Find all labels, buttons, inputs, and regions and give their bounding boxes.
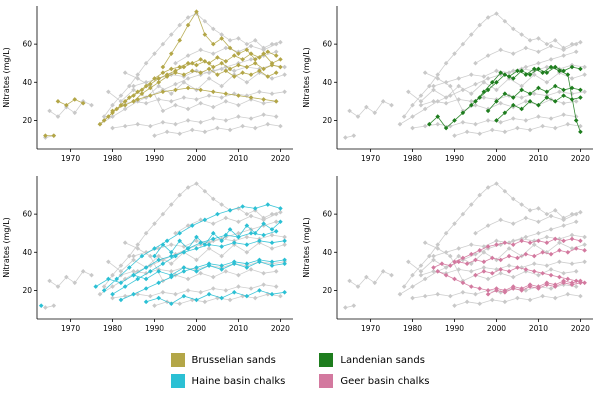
svg-text:Nitrates (mg/L): Nitrates (mg/L): [302, 217, 311, 278]
svg-text:2020: 2020: [571, 154, 590, 163]
svg-text:2010: 2010: [229, 324, 248, 333]
svg-text:1980: 1980: [403, 154, 422, 163]
legend-item-haine-basin-chalks: Haine basin chalks: [170, 374, 286, 388]
legend-swatch-landenian-sands: [319, 353, 334, 367]
svg-text:2010: 2010: [529, 324, 548, 333]
panel-grid: 1970 1980 1990 2000 2010 2020 20 40 60 Nitrates (…: [2, 6, 593, 333]
legend-swatch-brusselian-sands: [170, 353, 185, 367]
svg-text:1990: 1990: [445, 324, 464, 333]
legend-item-landenian-sands: Landenian sands: [319, 353, 429, 367]
svg-text:1990: 1990: [445, 154, 464, 163]
svg-text:1970: 1970: [61, 324, 80, 333]
svg-text:40: 40: [322, 78, 332, 87]
svg-text:20: 20: [22, 286, 32, 295]
svg-text:60: 60: [322, 40, 332, 49]
svg-text:2000: 2000: [487, 324, 506, 333]
svg-text:2010: 2010: [529, 154, 548, 163]
svg-text:1980: 1980: [103, 324, 122, 333]
legend-label-geer-basin-chalks: Geer basin chalks: [340, 375, 430, 387]
svg-text:2000: 2000: [187, 154, 206, 163]
svg-text:1980: 1980: [103, 154, 122, 163]
svg-text:60: 60: [322, 210, 332, 219]
svg-text:20: 20: [22, 116, 32, 125]
legend-swatch-haine-basin-chalks: [170, 374, 185, 388]
svg-text:1970: 1970: [361, 154, 380, 163]
svg-text:20: 20: [322, 286, 332, 295]
svg-text:2000: 2000: [187, 324, 206, 333]
legend-swatch-geer-basin-chalks: [319, 374, 334, 388]
svg-text:40: 40: [322, 248, 332, 257]
svg-text:1980: 1980: [403, 324, 422, 333]
legend-label-landenian-sands: Landenian sands: [340, 354, 425, 366]
legend-label-haine-basin-chalks: Haine basin chalks: [191, 375, 286, 387]
svg-text:Nitrates (mg/L): Nitrates (mg/L): [2, 47, 11, 108]
svg-text:20: 20: [322, 116, 332, 125]
svg-text:2020: 2020: [571, 324, 590, 333]
svg-text:1990: 1990: [145, 154, 164, 163]
svg-text:60: 60: [22, 210, 32, 219]
svg-text:2000: 2000: [487, 154, 506, 163]
legend-item-geer-basin-chalks: Geer basin chalks: [319, 374, 429, 388]
svg-text:2010: 2010: [229, 154, 248, 163]
svg-text:1970: 1970: [361, 324, 380, 333]
legend-label-brusselian-sands: Brusselian sands: [191, 354, 276, 366]
svg-text:1970: 1970: [61, 154, 80, 163]
svg-text:40: 40: [22, 78, 32, 87]
svg-text:2020: 2020: [271, 154, 290, 163]
legend: Brusselian sands Haine basin chalks Land…: [0, 340, 600, 401]
svg-text:Nitrates (mg/L): Nitrates (mg/L): [2, 217, 11, 278]
svg-text:2020: 2020: [271, 324, 290, 333]
legend-column-right: Landenian sands Geer basin chalks: [319, 353, 429, 388]
svg-text:Nitrates (mg/L): Nitrates (mg/L): [302, 47, 311, 108]
legend-item-brusselian-sands: Brusselian sands: [170, 353, 286, 367]
svg-text:60: 60: [22, 40, 32, 49]
svg-text:1990: 1990: [145, 324, 164, 333]
svg-text:40: 40: [22, 248, 32, 257]
legend-column-left: Brusselian sands Haine basin chalks: [170, 353, 286, 388]
